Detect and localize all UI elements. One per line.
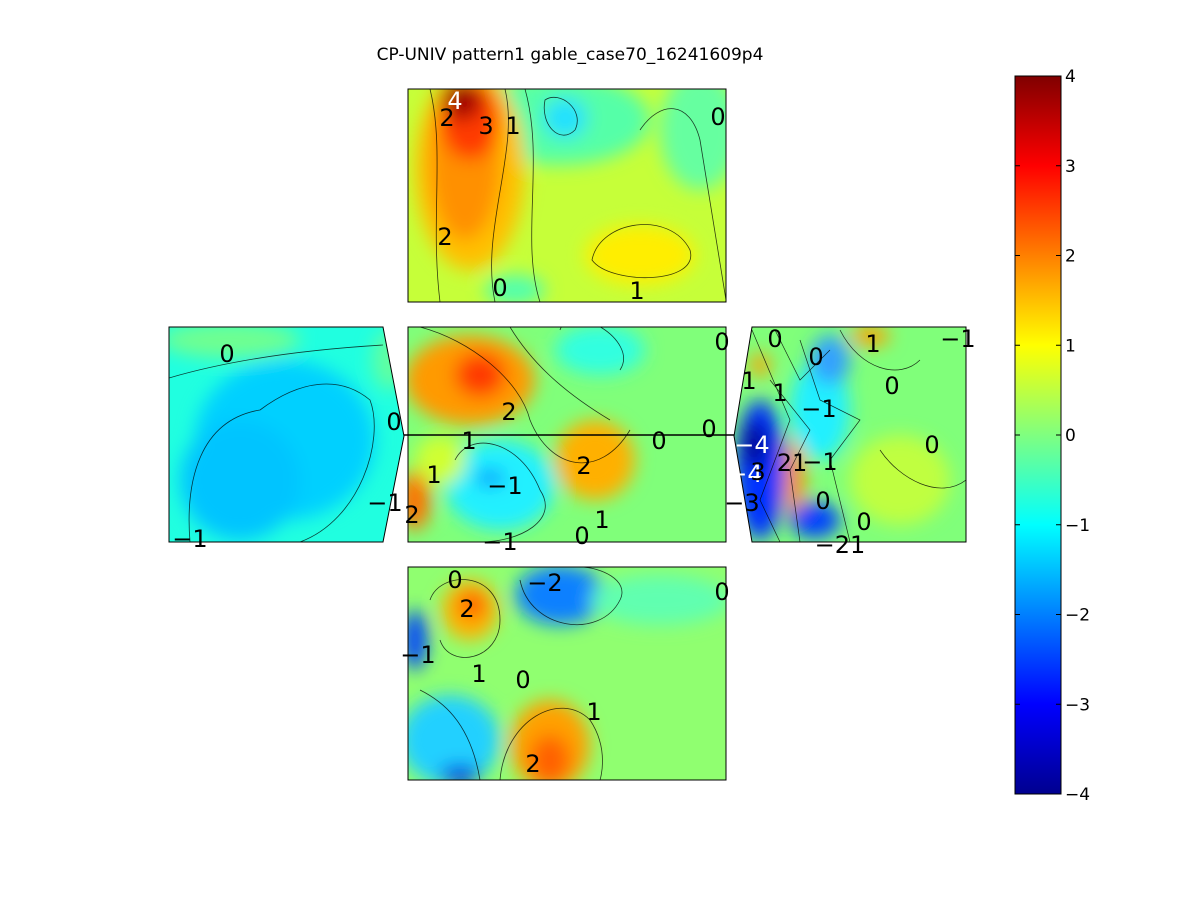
colorbar: 4 3 2 1 0 −1 −2 −3 −4 [1014,67,1090,805]
contour-label-top: 0 [492,274,507,302]
contour-label-right: 0 [767,325,782,353]
contour-label-bottom: −1 [400,641,435,669]
contour-label-left: 0 [219,340,234,368]
contour-label-center: 0 [574,522,589,550]
contour-label-right: −21 [815,531,866,559]
contour-label-right: −1 [802,448,837,476]
contour-label-right: 0 [856,508,871,536]
contour-label-center: 0 [651,427,666,455]
contour-label-center: 1 [426,461,441,489]
face-top-border [407,88,727,303]
contour-label-center: 1 [461,427,476,455]
colorbar-tick-label: 3 [1065,157,1076,177]
face-center-field [408,327,726,542]
contour-label-bottom: −2 [527,569,562,597]
face-left-field [169,327,404,542]
colorbar-tick-label: 4 [1065,67,1076,87]
face-right-border [733,326,967,543]
contour-label-center: 2 [404,501,419,529]
colorbar-tick-label: −2 [1065,606,1090,626]
colorbar-ticks: 4 3 2 1 0 −1 −2 −3 −4 [1015,67,1090,805]
contour-label-center: 0 [714,328,729,356]
colorbar-gradient [1015,76,1061,794]
contour-label-right: 0 [808,343,823,371]
face-left [168,326,405,543]
contour-label-right: 21 [777,449,808,477]
contour-label-top: 1 [629,277,644,305]
contour-label-bottom: 1 [586,698,601,726]
contour-label-right: 3 [750,458,765,486]
face-bottom [407,566,727,781]
contour-label-bottom: 2 [459,595,474,623]
contour-label-right: −4 [727,460,762,488]
colorbar-tick-label: 0 [1065,426,1076,446]
contour-label-right: 0 [815,487,830,515]
face-top-field [408,89,726,302]
contour-label-right: 1 [772,379,787,407]
contour-label-center: 0 [701,415,716,443]
contour-label-center: −1 [487,472,522,500]
contour-label-left: 0 [386,408,401,436]
face-right [733,326,967,543]
face-right-field [734,327,966,542]
contour-label-top: 2 [437,223,452,251]
contour-label-top: 3 [478,112,493,140]
contour-label-left: −1 [172,525,207,553]
chart-title: CP-UNIV pattern1 gable_case70_16241609p4 [377,45,764,65]
contour-label-center: −1 [482,528,517,556]
face-bottom-field [408,567,726,780]
contour-label-right: −4 [734,431,769,459]
contour-label-right: 0 [924,431,939,459]
contour-label-left: −1 [367,489,402,517]
contour-label-center: 2 [576,452,591,480]
face-bottom-border [407,566,727,781]
contour-label-top: 4 [447,87,462,115]
colorbar-tick-label: −3 [1065,695,1090,715]
contour-label-right: 0 [884,372,899,400]
colorbar-tick-label: −4 [1065,785,1090,805]
face-center [407,326,727,543]
contour-label-center: 1 [594,506,609,534]
contour-label-right: −1 [801,395,836,423]
contour-label-right: 1 [865,330,880,358]
contour-label-bottom: 2 [525,750,540,778]
face-left-border [168,326,405,543]
contour-label-top: 0 [710,103,725,131]
contour-label-right: −3 [724,489,759,517]
contour-label-bottom: 0 [714,578,729,606]
contour-label-center: 2 [501,398,516,426]
face-top [407,88,727,303]
contour-label-top: 1 [505,112,520,140]
colorbar-tick-label: 2 [1065,247,1076,267]
contour-label-bottom: 1 [471,660,486,688]
colorbar-tick-label: −1 [1065,516,1090,536]
contour-label-right: 1 [741,367,756,395]
colorbar-tick-label: 1 [1065,336,1076,356]
contour-label-top: 2 [439,104,454,132]
contour-label-bottom: 0 [515,666,530,694]
contour-label-bottom: 0 [447,566,462,594]
contour-label-right: −1 [940,325,975,353]
